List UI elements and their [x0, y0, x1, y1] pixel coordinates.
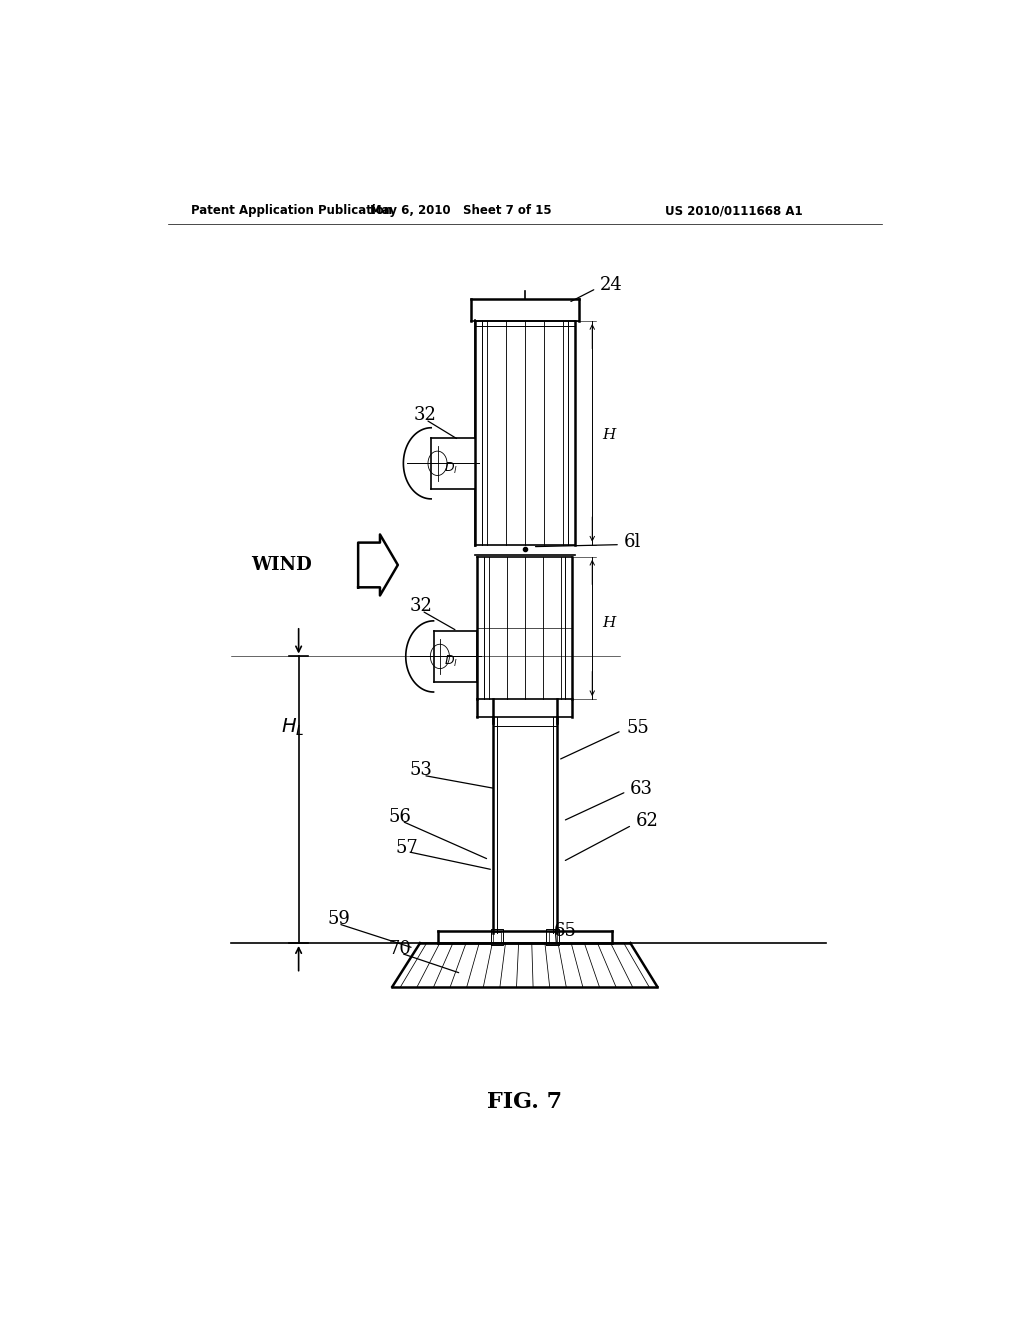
Text: 57: 57	[395, 838, 418, 857]
Text: May 6, 2010   Sheet 7 of 15: May 6, 2010 Sheet 7 of 15	[371, 205, 552, 216]
Text: 62: 62	[636, 812, 658, 830]
Text: WIND: WIND	[251, 556, 311, 574]
Text: 55: 55	[627, 718, 649, 737]
Text: 32: 32	[414, 405, 436, 424]
Text: 70: 70	[388, 940, 412, 958]
Text: H: H	[602, 428, 615, 442]
Text: 32: 32	[410, 597, 432, 615]
Text: $H_L$: $H_L$	[282, 717, 304, 738]
Text: $D_l$: $D_l$	[443, 653, 458, 669]
Text: $D_l$: $D_l$	[443, 461, 458, 477]
Text: H: H	[602, 616, 615, 630]
Text: US 2010/0111668 A1: US 2010/0111668 A1	[665, 205, 803, 216]
Text: 53: 53	[410, 762, 432, 779]
Text: Patent Application Publication: Patent Application Publication	[191, 205, 393, 216]
Text: FIG. 7: FIG. 7	[487, 1090, 562, 1113]
Text: 59: 59	[328, 909, 351, 928]
Text: 6l: 6l	[624, 532, 641, 550]
Text: 65: 65	[553, 921, 577, 940]
Text: 24: 24	[600, 276, 623, 294]
Text: 56: 56	[388, 808, 412, 826]
Text: 63: 63	[630, 780, 652, 797]
